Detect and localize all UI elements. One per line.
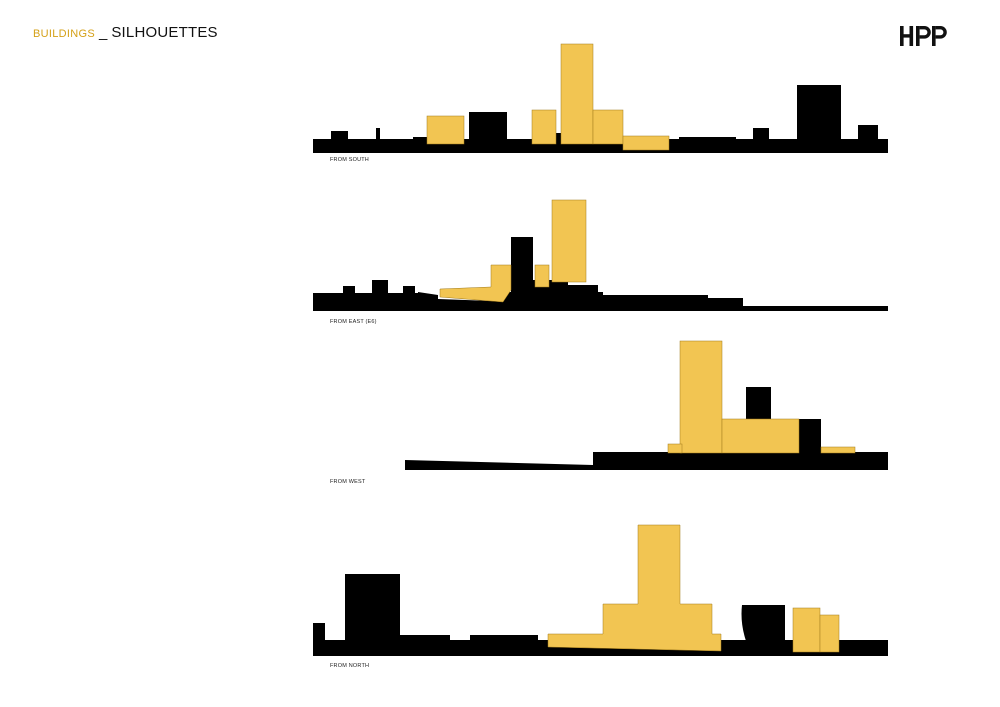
north-silhouette-drawing bbox=[313, 524, 888, 656]
silhouette-from-north: FROM NORTH bbox=[313, 520, 888, 669]
silhouette-from-west: FROM WEST bbox=[313, 335, 888, 485]
header-separator: _ bbox=[99, 24, 108, 41]
hpp-logo bbox=[900, 26, 947, 46]
panel-label: FROM NORTH bbox=[330, 663, 370, 669]
panel-label: FROM WEST bbox=[330, 479, 366, 485]
page-title: SILHOUETTES bbox=[111, 24, 218, 41]
silhouette-from-south: FROM SOUTH bbox=[313, 40, 888, 163]
east-silhouette-drawing bbox=[313, 199, 888, 311]
west-silhouette-drawing bbox=[323, 340, 888, 470]
page-header: BUILDINGS _ SILHOUETTES bbox=[33, 24, 218, 42]
south-silhouette-drawing bbox=[313, 43, 888, 153]
panel-label: FROM SOUTH bbox=[330, 157, 369, 163]
silhouette-from-east: FROM EAST (E6) bbox=[313, 195, 888, 325]
section-label: BUILDINGS bbox=[33, 28, 95, 40]
panel-label: FROM EAST (E6) bbox=[330, 319, 377, 325]
